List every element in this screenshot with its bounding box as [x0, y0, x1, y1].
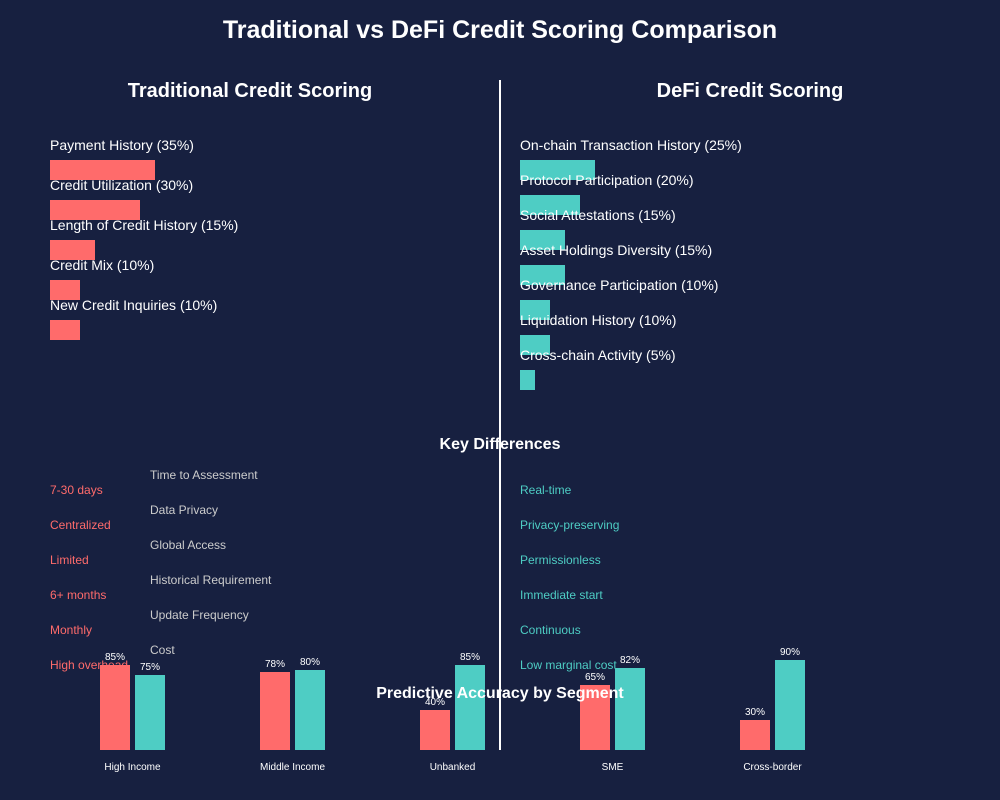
- defi-factor-label: Governance Participation (10%): [520, 277, 719, 293]
- difference-defi: Real-time: [520, 483, 572, 497]
- difference-aspect: Cost: [150, 643, 175, 657]
- difference-aspect: Global Access: [150, 538, 227, 552]
- bar-defi-3: [615, 668, 645, 750]
- traditional-factor-bar: [50, 240, 95, 260]
- category-label: Cross-border: [743, 762, 802, 773]
- difference-aspect: Update Frequency: [150, 608, 249, 622]
- data-label: 30%: [745, 707, 765, 718]
- difference-traditional: 7-30 days: [50, 483, 103, 497]
- page-title: Traditional vs DeFi Credit Scoring Compa…: [222, 16, 778, 44]
- data-label: 80%: [300, 657, 320, 668]
- traditional-factor-label: Length of Credit History (15%): [50, 217, 239, 233]
- data-label: 82%: [620, 655, 640, 666]
- traditional-factor-label: Payment History (35%): [50, 137, 194, 153]
- bar-defi-1: [295, 670, 325, 750]
- bar-traditional-1: [260, 672, 290, 750]
- bar-traditional-4: [740, 720, 770, 750]
- traditional-factor-bar: [50, 280, 80, 300]
- difference-traditional: High overhead: [50, 658, 129, 672]
- difference-defi: Privacy-preserving: [520, 518, 620, 532]
- bar-traditional-0: [100, 665, 130, 750]
- bar-defi-4: [775, 660, 805, 750]
- defi-factor-bar: [520, 300, 550, 320]
- difference-defi: Immediate start: [520, 588, 603, 602]
- difference-defi: Continuous: [520, 623, 581, 637]
- key-differences-heading: Key Differences: [439, 436, 561, 453]
- difference-aspect: Historical Requirement: [150, 573, 272, 587]
- difference-traditional: Monthly: [50, 623, 93, 637]
- difference-traditional: Limited: [50, 553, 89, 567]
- defi-heading: DeFi Credit Scoring: [656, 80, 844, 102]
- traditional-factor-label: Credit Utilization (30%): [50, 177, 194, 193]
- defi-factor-label: Asset Holdings Diversity (15%): [520, 242, 713, 258]
- bar-defi-2: [455, 665, 485, 750]
- category-label: Unbanked: [430, 762, 476, 773]
- defi-factor-label: Social Attestations (15%): [520, 207, 676, 223]
- traditional-factor-label: New Credit Inquiries (10%): [50, 297, 218, 313]
- data-label: 75%: [140, 662, 160, 673]
- category-label: Middle Income: [260, 762, 325, 773]
- column-divider: [499, 80, 501, 750]
- defi-factor-bar: [520, 195, 580, 215]
- defi-factor-bar: [520, 160, 595, 180]
- defi-factor-label: Protocol Participation (20%): [520, 172, 694, 188]
- data-label: 90%: [780, 647, 800, 658]
- data-label: 78%: [265, 659, 285, 670]
- data-label: 85%: [460, 652, 480, 663]
- difference-traditional: Centralized: [50, 518, 111, 532]
- defi-factor-label: Cross-chain Activity (5%): [520, 347, 676, 363]
- traditional-factor-bar: [50, 160, 155, 180]
- category-label: High Income: [104, 762, 161, 773]
- defi-factor-bar: [520, 265, 565, 285]
- difference-aspect: Time to Assessment: [150, 468, 258, 482]
- difference-aspect: Data Privacy: [150, 503, 219, 517]
- traditional-factor-label: Credit Mix (10%): [50, 257, 155, 273]
- defi-factor-bar: [520, 370, 535, 390]
- traditional-factor-bar: [50, 200, 140, 220]
- difference-traditional: 6+ months: [50, 588, 107, 602]
- defi-factor-label: On-chain Transaction History (25%): [520, 137, 742, 153]
- chart-title: Predictive Accuracy by Segment: [376, 685, 624, 702]
- traditional-heading: Traditional Credit Scoring: [127, 80, 373, 102]
- traditional-factor-bar: [50, 320, 80, 340]
- category-label: SME: [602, 762, 624, 773]
- defi-factor-label: Liquidation History (10%): [520, 312, 677, 328]
- bar-traditional-2: [420, 710, 450, 750]
- defi-factor-bar: [520, 230, 565, 250]
- difference-defi: Permissionless: [520, 553, 601, 567]
- defi-factor-bar: [520, 335, 550, 355]
- difference-defi: Low marginal cost: [520, 658, 617, 672]
- data-label: 65%: [585, 672, 605, 683]
